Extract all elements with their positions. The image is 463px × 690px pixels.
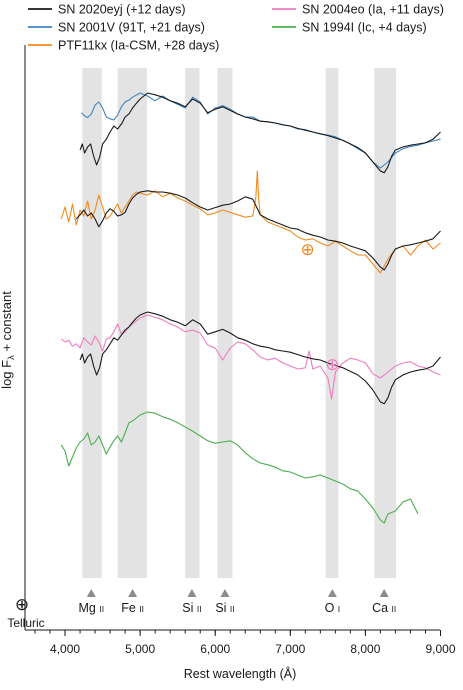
x-tick-label-3: 6,000 — [200, 642, 230, 656]
ion-marker-6 — [379, 589, 389, 597]
ion-labels: Mg II Fe II Si II Si II O I Ca II — [79, 589, 396, 615]
element-line-bands — [82, 68, 397, 578]
ion-label-1: Mg II — [79, 601, 105, 615]
x-tick-label-2: 5,000 — [125, 642, 155, 656]
ion-marker-2 — [128, 589, 138, 597]
legend-label-5: SN 1994I (Ic, +4 days) — [302, 21, 427, 35]
x-axis-label: Rest wavelength (Å) — [184, 666, 297, 681]
x-tick-label-5: 8,000 — [350, 642, 380, 656]
y-axis-label-rest: + constant — [0, 291, 14, 355]
y-axis-label: log Fλ + constant — [0, 291, 17, 389]
telluric-key-icon: ⊕ — [15, 595, 29, 614]
legend-label-1: SN 2020eyj (+12 days) — [58, 3, 186, 17]
axes: 4,000 5,000 6,000 7,000 8,000 9,000 — [24, 45, 456, 656]
legend-label-3: PTF11kx (Ia-CSM, +28 days) — [58, 39, 219, 53]
ion-label-2: Fe II — [121, 601, 144, 615]
y-axis-label-main: log F — [0, 360, 14, 389]
legend-label-2: SN 2001V (91T, +21 days) — [58, 21, 205, 35]
telluric-key-label: Telluric — [7, 616, 44, 630]
spectrum-line-sn-2004eo-5 — [60, 314, 441, 400]
spectrum-line-sn-2020eyj-4 — [75, 190, 441, 271]
ion-label-3: Si II — [182, 601, 201, 615]
legend: SN 2020eyj (+12 days) SN 2001V (91T, +21 … — [28, 3, 444, 53]
telluric-marks: ⊕⊕ — [300, 240, 339, 374]
line-band-4 — [217, 68, 233, 578]
spectrum-line-ptf11kx-3 — [60, 170, 441, 274]
x-tick-label-4: 7,000 — [275, 642, 305, 656]
ion-label-6: Ca II — [372, 601, 396, 615]
line-band-1 — [82, 68, 102, 578]
x-tick-label-6: 9,000 — [425, 642, 455, 656]
line-band-6 — [374, 68, 397, 578]
telluric-key: ⊕ Telluric — [7, 595, 44, 630]
ion-marker-1 — [86, 589, 96, 597]
ion-marker-3 — [187, 589, 197, 597]
ion-marker-4 — [220, 589, 230, 597]
spectrum-line-sn-1994i-7 — [60, 411, 419, 524]
spectrum-line-sn-2020eyj-6 — [79, 311, 441, 405]
spectra-series — [60, 92, 441, 524]
ion-label-5: O I — [325, 601, 341, 615]
ion-label-4: Si II — [215, 601, 234, 615]
ion-marker-5 — [327, 589, 337, 597]
telluric-icon-2: ⊕ — [325, 355, 339, 374]
line-band-3 — [185, 68, 200, 578]
spectrum-line-sn-2020eyj-2 — [79, 92, 441, 174]
x-tick-label-1: 4,000 — [50, 642, 80, 656]
line-band-5 — [325, 68, 339, 578]
y-axis-label-subscript: λ — [6, 355, 17, 360]
telluric-icon-1: ⊕ — [300, 240, 314, 259]
legend-label-4: SN 2004eo (Ia, +11 days) — [302, 3, 444, 17]
